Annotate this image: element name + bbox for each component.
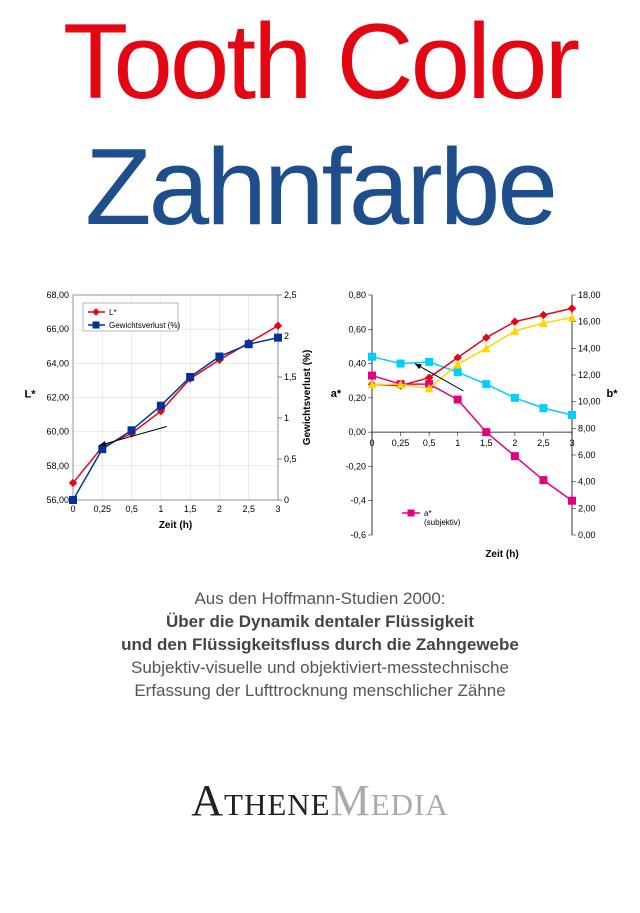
- desc-title-b: und den Flüssigkeitsfluss durch die Zahn…: [30, 634, 610, 657]
- svg-text:0,5: 0,5: [125, 504, 138, 514]
- svg-text:1,5: 1,5: [284, 372, 297, 382]
- svg-text:1: 1: [455, 438, 460, 448]
- publisher-name-a: Athene: [191, 776, 330, 825]
- svg-text:10,00: 10,00: [578, 397, 601, 407]
- svg-text:2,5: 2,5: [284, 290, 297, 300]
- svg-text:Zeit (h): Zeit (h): [485, 549, 518, 560]
- svg-text:64,00: 64,00: [46, 358, 69, 368]
- svg-text:Zeit (h): Zeit (h): [159, 520, 192, 531]
- svg-text:6,00: 6,00: [578, 450, 596, 460]
- svg-text:0,80: 0,80: [348, 290, 366, 300]
- svg-text:0,40: 0,40: [348, 359, 366, 369]
- publisher-logo: AtheneMedia: [0, 775, 640, 826]
- svg-text:0,5: 0,5: [284, 454, 297, 464]
- svg-text:-0,6: -0,6: [350, 530, 366, 540]
- svg-text:0,20: 0,20: [348, 393, 366, 403]
- svg-text:1,5: 1,5: [480, 438, 493, 448]
- svg-text:2: 2: [284, 331, 289, 341]
- svg-text:Gewichtsverlust (%): Gewichtsverlust (%): [109, 321, 180, 330]
- desc-sub-a: Subjektiv-visuelle und objektiviert-mess…: [30, 657, 610, 680]
- svg-text:-0,20: -0,20: [345, 461, 366, 471]
- svg-text:L*: L*: [25, 389, 37, 401]
- svg-text:-0,4: -0,4: [350, 496, 366, 506]
- svg-text:2,5: 2,5: [242, 504, 255, 514]
- title-english: Tooth Color: [0, 8, 640, 115]
- svg-text:1: 1: [284, 413, 289, 423]
- desc-sub-b: Erfassung der Lufttrocknung menschlicher…: [30, 680, 610, 703]
- svg-text:18,00: 18,00: [578, 290, 601, 300]
- svg-text:(subjektiv): (subjektiv): [424, 518, 461, 527]
- svg-text:66,00: 66,00: [46, 324, 69, 334]
- svg-text:a*: a*: [331, 388, 342, 400]
- svg-text:3: 3: [275, 504, 280, 514]
- chart-left: 56,00 58,00 60,00 62,00 64,00 66,00 68,00 0 0,5 1…: [18, 280, 318, 570]
- svg-text:0: 0: [284, 495, 289, 505]
- title-german: Zahnfarbe: [0, 133, 640, 242]
- svg-text:0,00: 0,00: [578, 530, 596, 540]
- svg-text:2: 2: [217, 504, 222, 514]
- svg-text:8,00: 8,00: [578, 423, 596, 433]
- svg-text:Gewichtsverlust (%): Gewichtsverlust (%): [302, 350, 313, 446]
- svg-text:2: 2: [512, 438, 517, 448]
- svg-text:62,00: 62,00: [46, 393, 69, 403]
- description-block: Aus den Hoffmann-Studien 2000: Über die …: [0, 588, 640, 703]
- svg-text:1,5: 1,5: [184, 504, 197, 514]
- svg-text:14,00: 14,00: [578, 343, 601, 353]
- svg-text:60,00: 60,00: [46, 427, 69, 437]
- svg-text:2,5: 2,5: [537, 438, 550, 448]
- svg-text:0,60: 0,60: [348, 324, 366, 334]
- svg-text:0,5: 0,5: [423, 438, 436, 448]
- svg-text:a*: a*: [424, 509, 432, 518]
- svg-text:4,00: 4,00: [578, 477, 596, 487]
- svg-text:2,00: 2,00: [578, 503, 596, 513]
- desc-source: Aus den Hoffmann-Studien 2000:: [30, 588, 610, 611]
- desc-title-a: Über die Dynamik dentaler Flüssigkeit: [30, 611, 610, 634]
- svg-text:0,25: 0,25: [94, 504, 112, 514]
- charts-container: 56,00 58,00 60,00 62,00 64,00 66,00 68,00 0 0,5 1…: [0, 280, 640, 570]
- svg-text:68,00: 68,00: [46, 290, 69, 300]
- svg-text:1: 1: [158, 504, 163, 514]
- chart-right: -0,6 -0,4 -0,20 0,00 0,20 0,40 0,60 0,80 0,00 2,0…: [322, 280, 622, 570]
- svg-text:L*: L*: [109, 308, 117, 317]
- publisher-name-b: Media: [331, 776, 449, 825]
- svg-text:16,00: 16,00: [578, 317, 601, 327]
- svg-text:58,00: 58,00: [46, 461, 69, 471]
- svg-text:12,00: 12,00: [578, 370, 601, 380]
- svg-text:0,00: 0,00: [348, 427, 366, 437]
- svg-text:56,00: 56,00: [46, 495, 69, 505]
- svg-text:b*: b*: [607, 388, 619, 400]
- svg-text:0: 0: [70, 504, 75, 514]
- svg-text:0,25: 0,25: [392, 438, 410, 448]
